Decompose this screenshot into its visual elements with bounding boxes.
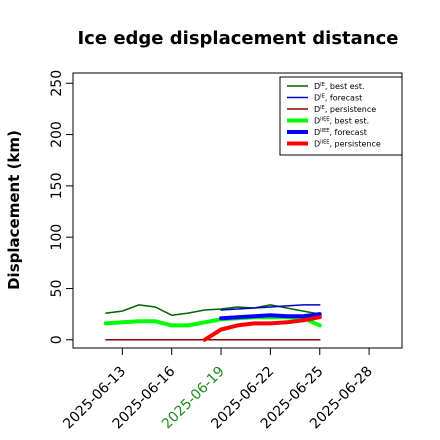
y-tick-label: 250 [49, 70, 65, 97]
legend-entry: DIIEE, forecast [314, 128, 367, 137]
y-axis-label: Displacement (km) [5, 130, 23, 290]
legend-entry: DIIEE, persistence [314, 140, 381, 149]
legend-entry: DIIEE, best est. [314, 117, 369, 126]
y-tick-label: 100 [49, 224, 65, 251]
series-layer [103, 304, 322, 342]
y-tick-label: 200 [49, 121, 65, 148]
x-axis: 2025-06-132025-06-162025-06-192025-06-22… [60, 348, 376, 432]
series-line [219, 312, 322, 321]
legend: DIE, best est. DIE, forecast DIE, persiste… [279, 76, 403, 156]
series-line [105, 304, 321, 316]
series-line [202, 315, 322, 342]
y-tick-label: 0 [49, 335, 65, 344]
y-axis: 0 50 100 150 200 250 [49, 70, 73, 344]
y-tick-label: 150 [49, 173, 65, 200]
legend-entry: DIE, persistence [314, 105, 376, 114]
plot-frame [72, 72, 403, 349]
legend-entry: DIE, best est. [314, 82, 365, 91]
series-line [220, 304, 321, 311]
y-tick-label: 50 [49, 280, 65, 298]
legend-entry: DIE, forecast [314, 94, 362, 103]
chart-title: Ice edge displacement distance [77, 28, 398, 49]
